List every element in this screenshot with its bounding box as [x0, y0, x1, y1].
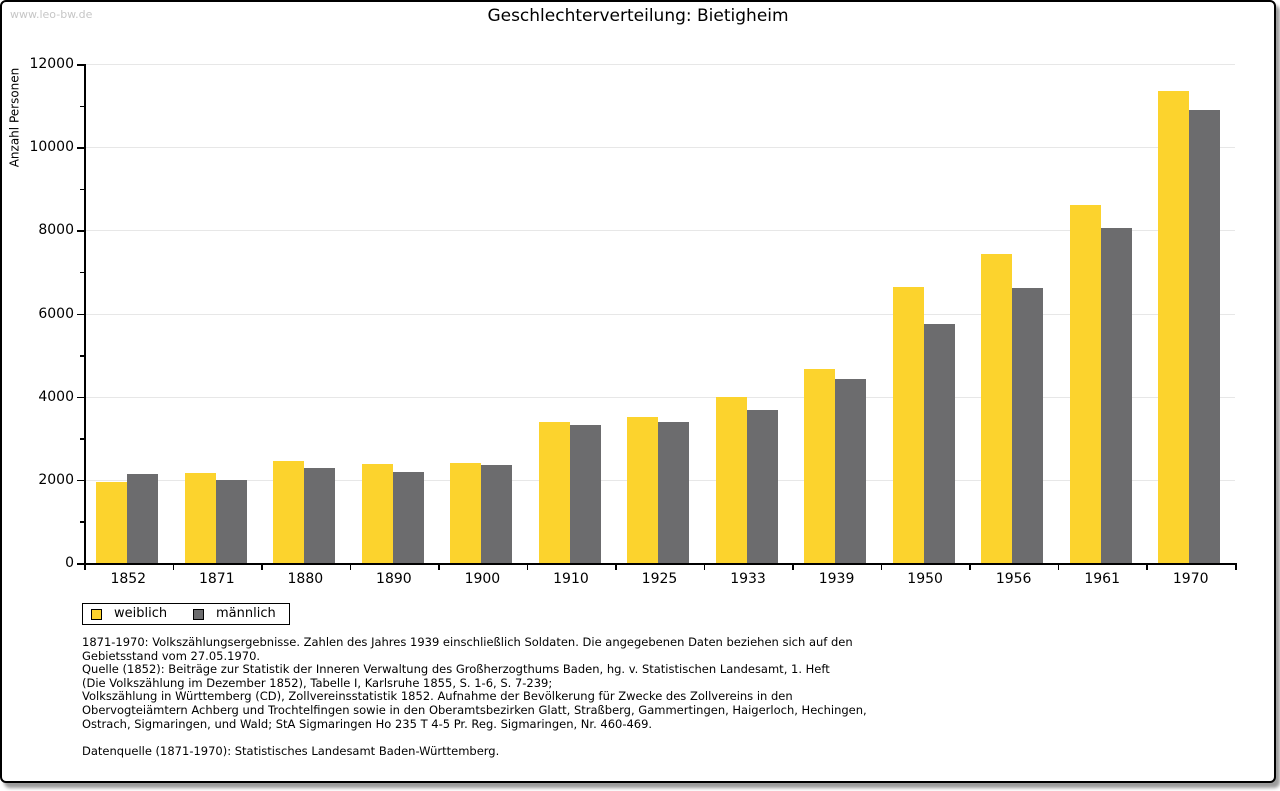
bar-weiblich-1970: [1158, 91, 1190, 563]
x-tick-label-1852: 1852: [110, 571, 147, 587]
bar-weiblich-1900: [450, 462, 482, 563]
bar-weiblich-1871: [184, 473, 216, 563]
y-tick-label-12000: 12000: [29, 56, 74, 72]
x-tick-2: [261, 565, 263, 570]
x-tick-12: [1146, 565, 1148, 570]
x-tick-4: [438, 565, 440, 570]
bar-weiblich-1880: [273, 460, 305, 563]
x-tick-1: [172, 565, 175, 570]
x-tick-9: [880, 565, 883, 570]
bar-männlich-1910: [569, 424, 601, 563]
y-tick-label-8000: 8000: [38, 222, 74, 239]
y-tick-10000: [77, 147, 84, 149]
bar-männlich-1961: [1100, 228, 1132, 563]
legend-label-weiblich: weiblich: [114, 606, 168, 621]
data-source-note: Datenquelle (1871-1970): Statistisches L…: [82, 744, 500, 758]
bar-männlich-1933: [746, 409, 778, 563]
x-tick-label-1950: 1950: [907, 571, 943, 587]
y-tick-8000: [77, 230, 84, 232]
bar-weiblich-1939: [804, 368, 836, 563]
chart-title: Geschlechterverteilung: Bietigheim: [487, 6, 789, 26]
bar-männlich-1956: [1012, 288, 1044, 563]
bar-weiblich-1852: [96, 481, 127, 563]
bar-männlich-1900: [481, 464, 513, 563]
x-tick-label-1900: 1900: [464, 571, 501, 587]
y-tick-label-2000: 2000: [38, 471, 74, 488]
leo-bw-watermark: www.leo-bw.de: [10, 8, 93, 21]
x-tick-label-1880: 1880: [287, 571, 324, 587]
gridline-4000: [86, 396, 1235, 398]
bar-männlich-1939: [835, 378, 867, 563]
bar-männlich-1890: [392, 471, 424, 563]
x-tick-13: [1235, 565, 1237, 570]
gridline-12000: [86, 64, 1235, 65]
bar-weiblich-1950: [892, 287, 924, 563]
x-tick-label-1890: 1890: [376, 571, 412, 587]
x-tick-label-1933: 1933: [730, 571, 766, 587]
legend-swatch-weiblich: [91, 609, 102, 620]
gridline-6000: [86, 313, 1235, 315]
y-minor-tick-3000: [80, 438, 84, 440]
bar-chart-plot: 0 2000 4000 6000 8000 10000 12000 1852 1871 1880 1…: [2, 2, 1274, 781]
bar-männlich-1880: [304, 467, 336, 563]
chart-legend: weiblich männlich: [82, 603, 290, 625]
y-minor-tick-1000: [80, 521, 84, 523]
x-tick-7: [703, 565, 706, 570]
gridline-10000: [86, 147, 1235, 149]
y-tick-2000: [77, 479, 84, 482]
legend-swatch-maennlich: [193, 609, 204, 620]
legend-label-maennlich: männlich: [216, 606, 276, 621]
x-tick-11: [1057, 565, 1060, 570]
x-tick-5: [526, 565, 529, 570]
bar-weiblich-1890: [361, 463, 393, 563]
x-tick-label-1925: 1925: [641, 571, 678, 587]
x-tick-label-1939: 1939: [818, 571, 855, 587]
bar-weiblich-1961: [1069, 205, 1101, 563]
bar-männlich-1970: [1189, 109, 1221, 563]
x-tick-label-1871: 1871: [198, 571, 235, 587]
bar-männlich-1871: [215, 479, 247, 563]
bar-männlich-1950: [923, 323, 955, 563]
bar-weiblich-1910: [538, 422, 570, 563]
bar-weiblich-1925: [627, 417, 659, 563]
y-axis-line: [84, 64, 86, 565]
x-tick-6: [615, 565, 617, 570]
y-minor-tick-11000: [80, 105, 84, 108]
bar-männlich-1925: [658, 422, 690, 563]
y-minor-tick-5000: [80, 355, 84, 357]
x-tick-3: [349, 565, 352, 570]
y-tick-label-10000: 10000: [29, 139, 74, 156]
y-tick-label-6000: 6000: [38, 305, 74, 322]
y-tick-label-0: 0: [65, 555, 74, 571]
source-notes: 1871-1970: Volkszählungsergebnisse. Zahl…: [82, 635, 867, 731]
x-tick-8: [792, 565, 794, 570]
y-tick-4000: [77, 396, 84, 399]
bar-männlich-1852: [127, 474, 158, 563]
x-tick-label-1961: 1961: [1084, 571, 1120, 587]
x-tick-label-1970: 1970: [1172, 571, 1209, 587]
gridline-8000: [86, 230, 1235, 232]
y-tick-label-4000: 4000: [38, 388, 74, 405]
x-tick-label-1956: 1956: [995, 571, 1032, 587]
x-axis-line: [84, 563, 1237, 565]
y-minor-tick-7000: [80, 271, 84, 274]
y-tick-6000: [77, 313, 84, 315]
x-tick-10: [969, 565, 971, 570]
bar-weiblich-1933: [715, 396, 747, 563]
x-tick-0: [84, 565, 86, 570]
y-tick-0: [77, 563, 84, 565]
y-tick-12000: [77, 64, 84, 66]
x-tick-label-1910: 1910: [553, 571, 589, 587]
bar-weiblich-1956: [981, 254, 1013, 563]
y-minor-tick-9000: [80, 188, 84, 191]
